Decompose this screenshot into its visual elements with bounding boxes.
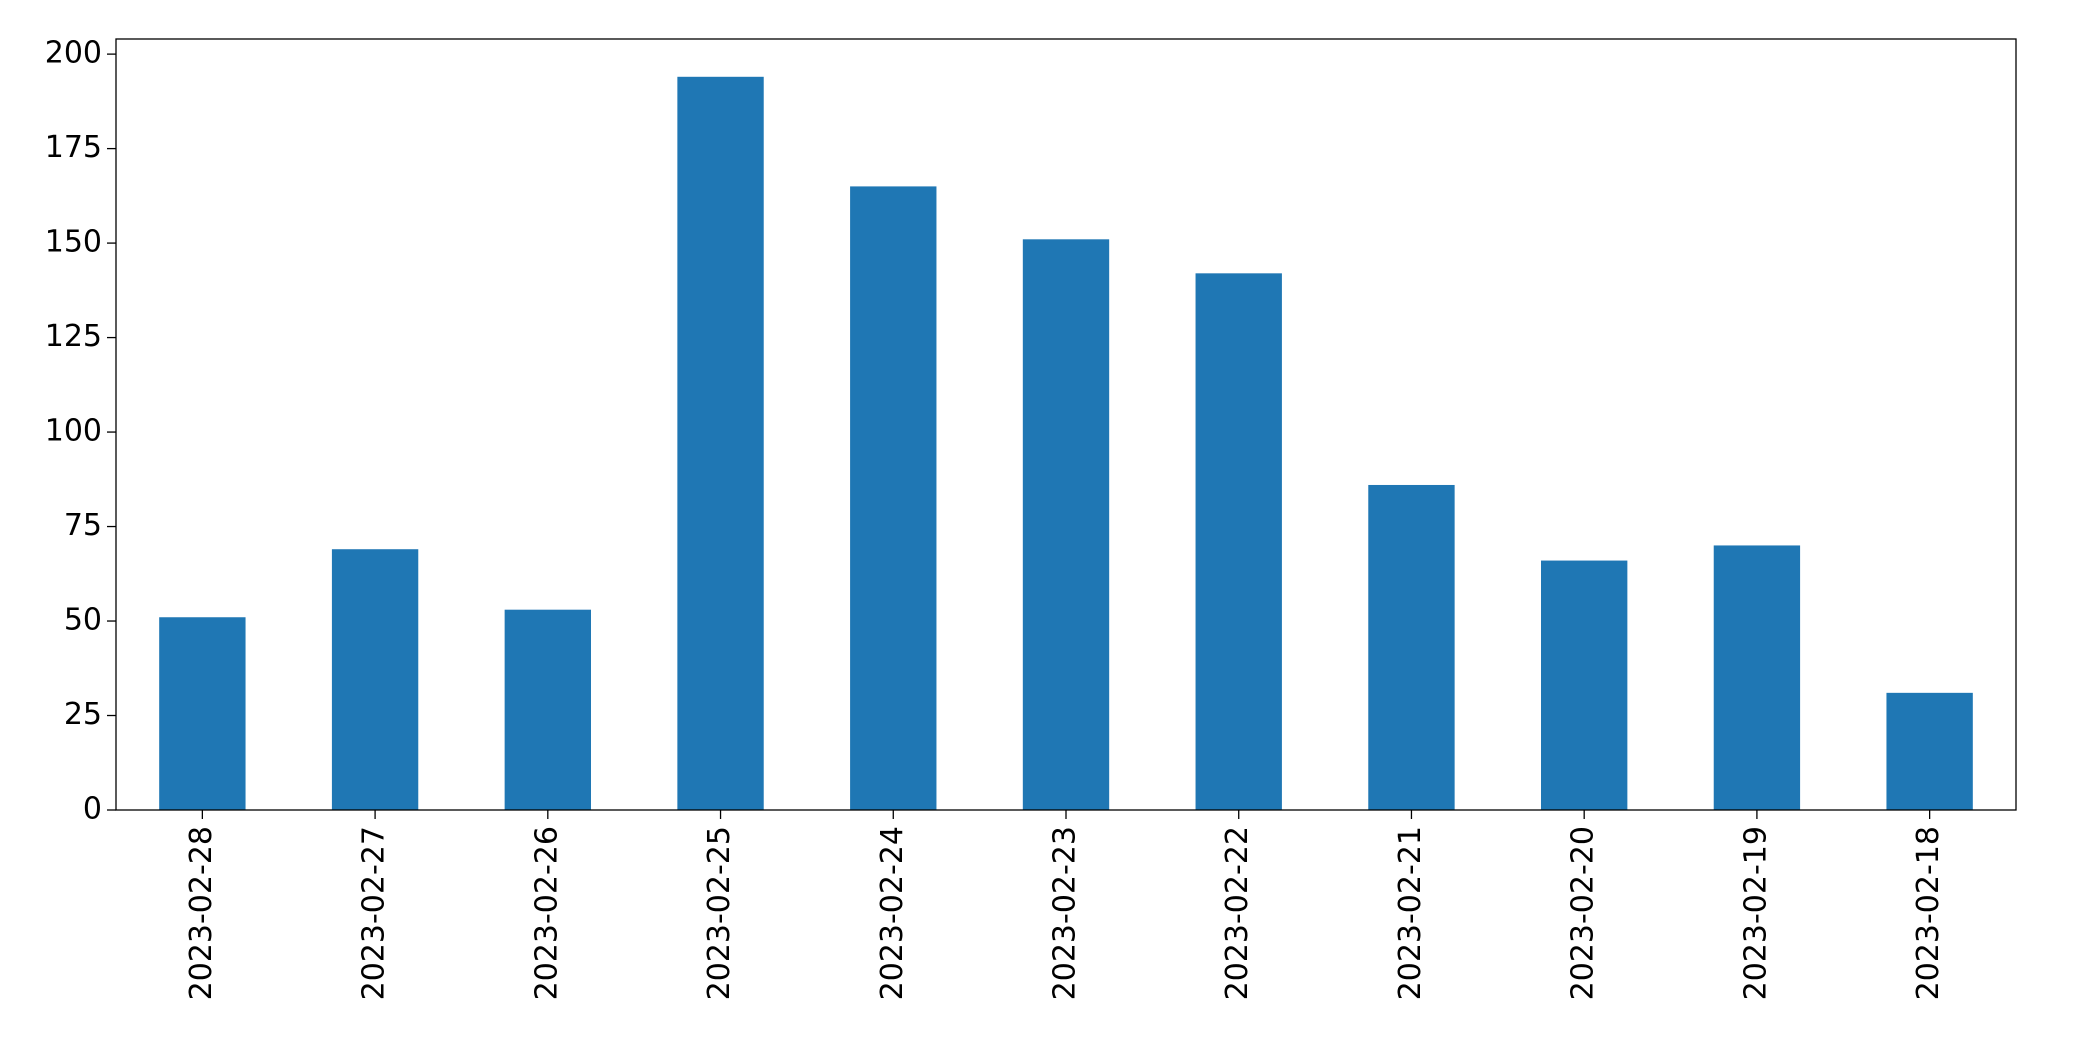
x-tick-label: 2023-02-27 [357,826,392,1000]
bar [1886,692,1973,810]
x-tick-label: 2023-02-22 [1220,826,1255,1000]
y-tick-label: 125 [45,319,102,354]
bar [1713,545,1801,810]
y-tick-label: 25 [64,697,102,732]
x-tick-label: 2023-02-20 [1566,826,1601,1000]
x-tick-label: 2023-02-23 [1048,826,1083,1000]
x-tick-label: 2023-02-28 [184,826,219,1000]
y-tick-label: 175 [45,130,102,165]
x-tick-label: 2023-02-24 [875,826,910,1000]
bar [1368,484,1455,810]
y-tick-label: 75 [64,508,102,543]
x-tick-label: 2023-02-25 [702,826,737,1000]
y-tick-label: 0 [83,792,102,827]
x-tick-label: 2023-02-26 [529,826,564,1000]
bar [504,609,591,810]
y-tick-label: 200 [45,36,102,71]
y-tick-label: 50 [64,603,102,638]
bar [1195,273,1282,811]
bar [159,617,246,810]
x-tick-label: 2023-02-19 [1738,826,1773,1000]
bar [1022,239,1110,810]
y-tick-label: 100 [45,414,102,449]
y-tick-label: 150 [45,225,102,260]
plot-frame [115,38,2017,811]
bar [331,549,419,810]
x-tick-label: 2023-02-21 [1393,826,1428,1000]
x-tick-label: 2023-02-18 [1911,826,1946,1000]
bar [1541,560,1628,810]
bar [850,186,937,810]
bar [677,76,764,810]
